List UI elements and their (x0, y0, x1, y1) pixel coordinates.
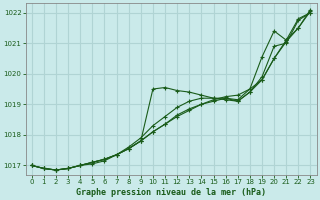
X-axis label: Graphe pression niveau de la mer (hPa): Graphe pression niveau de la mer (hPa) (76, 188, 266, 197)
